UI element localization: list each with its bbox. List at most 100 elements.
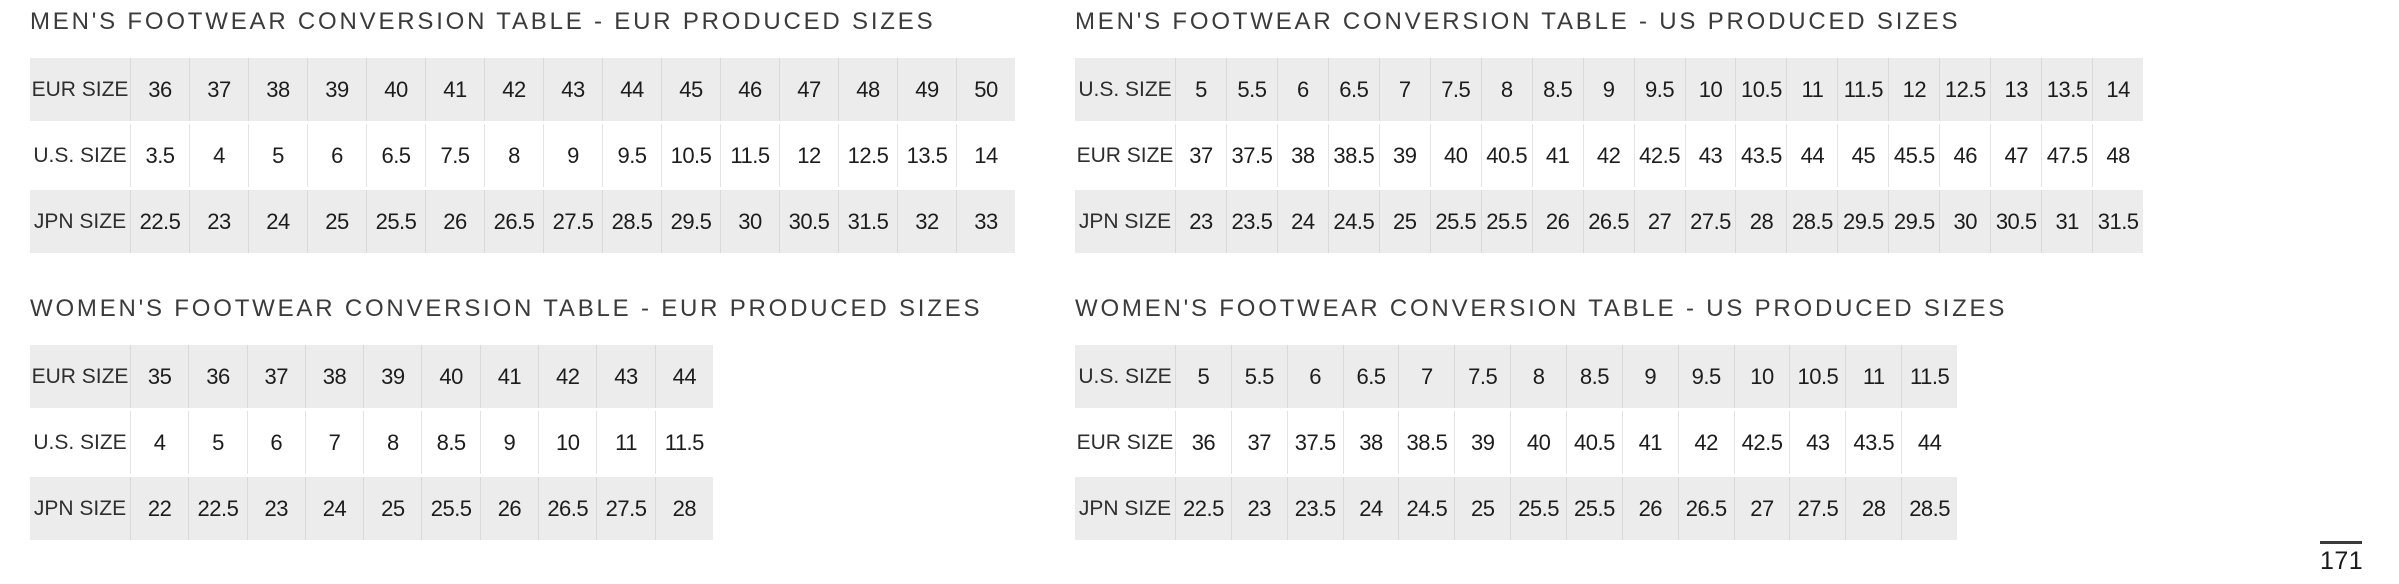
size-cell: 45 <box>1837 124 1888 187</box>
size-cell: 39 <box>307 58 366 121</box>
size-cell: 41 <box>1621 411 1678 474</box>
size-cell: 12.5 <box>838 124 897 187</box>
size-cell: 13 <box>1990 58 2041 121</box>
size-cell: 29.5 <box>661 190 720 253</box>
size-cell: 31 <box>2041 190 2092 253</box>
size-cell: 44 <box>654 345 713 408</box>
size-cell: 6.5 <box>1327 58 1379 121</box>
row-label: U.S. SIZE <box>1078 364 1172 388</box>
table-title: WOMEN'S FOOTWEAR CONVERSION TABLE - US P… <box>1075 295 2008 322</box>
table-title: MEN'S FOOTWEAR CONVERSION TABLE - EUR PR… <box>30 8 936 35</box>
size-cell: 32 <box>897 190 956 253</box>
size-cell: 11.5 <box>720 124 779 187</box>
size-cell: 25 <box>1454 477 1510 540</box>
row-label: U.S. SIZE <box>33 430 127 454</box>
size-cell: 26 <box>425 190 484 253</box>
size-cell: 44 <box>1901 411 1957 474</box>
size-cell: 28.5 <box>1786 190 1837 253</box>
size-cell: 7.5 <box>1454 345 1510 408</box>
table-row: U.S. SIZE 3.5 4 5 6 6.5 7.5 8 9 9.5 10.5 11.5 12 12.5… <box>30 124 1015 187</box>
row-label: U.S. SIZE <box>1078 77 1172 101</box>
table-row: EUR SIZE 35 36 37 38 39 40 41 42 43 44 <box>30 345 713 408</box>
size-cell: 47 <box>1990 124 2041 187</box>
size-cell: 42.5 <box>1733 411 1790 474</box>
size-cell: 41 <box>425 58 484 121</box>
size-cell: 28 <box>1845 477 1901 540</box>
size-cell: 27.5 <box>543 190 602 253</box>
size-cell: 8 <box>484 124 543 187</box>
size-cell: 4 <box>130 411 188 474</box>
size-cell: 13.5 <box>897 124 956 187</box>
size-cell: 38 <box>1276 124 1328 187</box>
size-cell: 25 <box>363 477 421 540</box>
size-cell: 43 <box>1789 411 1845 474</box>
size-cell: 22.5 <box>188 477 246 540</box>
size-cell: 36 <box>188 345 246 408</box>
size-cell: 48 <box>2092 124 2143 187</box>
size-cell: 29.5 <box>1888 190 1939 253</box>
size-cell: 9 <box>479 411 538 474</box>
size-cell: 42 <box>1582 124 1634 187</box>
size-cell: 38 <box>304 345 363 408</box>
row-label: JPN SIZE <box>33 209 127 233</box>
size-cell: 40.5 <box>1480 124 1532 187</box>
size-cell: 7 <box>304 411 363 474</box>
size-cell: 8.5 <box>1566 345 1622 408</box>
size-cell: 9 <box>1621 345 1678 408</box>
size-conversion-table: U.S. SIZE 5 5.5 6 6.5 7 7.5 8 8.5 9 9.5 10 10.5 11 11.… <box>1075 58 2143 253</box>
size-cell: 35 <box>130 345 188 408</box>
size-cell: 6 <box>246 411 305 474</box>
size-cell: 9.5 <box>602 124 661 187</box>
size-cell: 11 <box>1786 58 1837 121</box>
size-cell: 31.5 <box>2092 190 2143 253</box>
size-cell: 12 <box>1888 58 1939 121</box>
size-cell: 28 <box>1735 190 1786 253</box>
size-cell: 8.5 <box>421 411 479 474</box>
size-cell: 38 <box>1342 411 1399 474</box>
size-cell: 38 <box>248 58 307 121</box>
size-cell: 31.5 <box>838 190 897 253</box>
size-cell: 25.5 <box>366 190 425 253</box>
size-cell: 37.5 <box>1225 124 1277 187</box>
size-cell: 4 <box>189 124 248 187</box>
size-cell: 24.5 <box>1398 477 1454 540</box>
size-cell: 30 <box>1939 190 1990 253</box>
size-cell: 24 <box>304 477 363 540</box>
size-cell: 33 <box>956 190 1015 253</box>
table-row: JPN SIZE 22.5 23 23.5 24 24.5 25 25.5 25.5 26 26.5… <box>1075 477 1957 540</box>
size-cell: 47.5 <box>2041 124 2092 187</box>
size-conversion-table: U.S. SIZE 5 5.5 6 6.5 7 7.5 8 8.5 9 9.5 10 10.5 11 11.… <box>1075 345 1957 540</box>
table-title: WOMEN'S FOOTWEAR CONVERSION TABLE - EUR … <box>30 295 983 322</box>
size-cell: 41 <box>479 345 538 408</box>
size-cell: 25 <box>1378 190 1430 253</box>
size-cell: 5 <box>188 411 246 474</box>
size-cell: 39 <box>363 345 421 408</box>
size-cell: 37 <box>246 345 305 408</box>
size-cell: 47 <box>779 58 838 121</box>
size-cell: 27 <box>1733 477 1790 540</box>
size-cell: 40 <box>366 58 425 121</box>
size-conversion-table: EUR SIZE 35 36 37 38 39 40 41 42 43 44 U.S. SIZE 4 5 6… <box>30 345 713 540</box>
size-cell: 26.5 <box>1677 477 1734 540</box>
size-cell: 8 <box>1510 345 1566 408</box>
size-cell: 11.5 <box>654 411 713 474</box>
size-cell: 39 <box>1378 124 1430 187</box>
size-cell: 37 <box>189 58 248 121</box>
size-cell: 5.5 <box>1230 345 1287 408</box>
table-row: JPN SIZE 22.5 23 24 25 25.5 26 26.5 27.5 28.5 29.5… <box>30 190 1015 253</box>
size-cell: 8.5 <box>1531 58 1583 121</box>
row-label: EUR SIZE <box>1076 430 1174 454</box>
row-label: U.S. SIZE <box>33 143 127 167</box>
size-cell: 30.5 <box>779 190 838 253</box>
size-cell: 28.5 <box>1901 477 1957 540</box>
size-cell: 40.5 <box>1566 411 1622 474</box>
size-cell: 22.5 <box>130 190 189 253</box>
size-cell: 7.5 <box>425 124 484 187</box>
size-cell: 42 <box>484 58 543 121</box>
table-row: U.S. SIZE 4 5 6 7 8 8.5 9 10 11 11.5 <box>30 411 713 474</box>
size-cell: 42 <box>1677 411 1734 474</box>
table-row: EUR SIZE 37 37.5 38 38.5 39 40 40.5 41 42 42.5 43 43… <box>1075 124 2143 187</box>
size-cell: 42 <box>538 345 596 408</box>
size-cell: 50 <box>956 58 1015 121</box>
